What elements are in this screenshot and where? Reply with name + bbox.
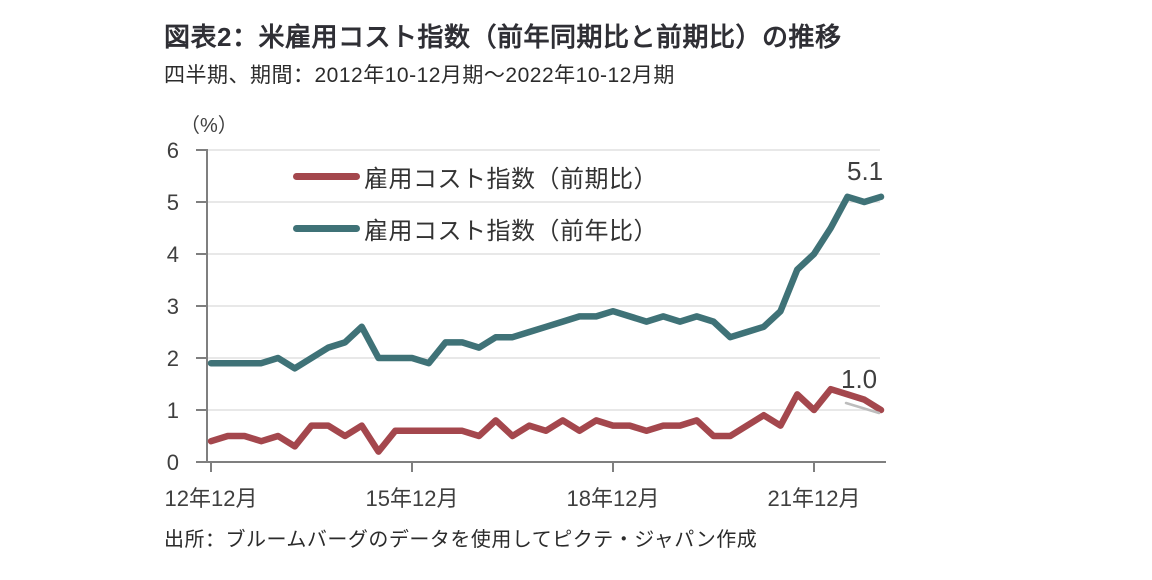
chart-subtitle: 四半期、期間：2012年10-12月期～2022年10-12月期 [164, 64, 675, 87]
x-tick-label: 12年12月 [165, 486, 258, 511]
legend-swatch-qoq-icon [293, 172, 360, 180]
y-tick-label: 0 [167, 450, 179, 475]
y-tick-label: 5 [167, 190, 179, 215]
y-tick-label: 1 [167, 398, 179, 423]
chart-title: 図表2：米雇用コスト指数（前年同期比と前期比）の推移 [164, 22, 842, 52]
data-label-yoy-last: 5.1 [847, 156, 884, 186]
source-note: 出所：ブルームバーグのデータを使用してピクテ・ジャパン作成 [164, 529, 758, 551]
data-label-qoq-last: 1.0 [841, 364, 878, 394]
legend-item-yoy: 雇用コスト指数（前年比） [293, 214, 658, 245]
x-tick-label: 15年12月 [366, 486, 459, 511]
legend-label-yoy: 雇用コスト指数（前年比） [364, 217, 658, 245]
legend-label-qoq: 雇用コスト指数（前期比） [364, 165, 658, 193]
x-tick-label: 21年12月 [768, 486, 861, 511]
y-tick-label: 4 [167, 242, 179, 267]
pointer-artifact [844, 401, 881, 415]
series-line-qoq [207, 385, 885, 455]
y-axis-unit-label: （%） [180, 115, 238, 137]
series-line-yoy [207, 193, 885, 372]
legend-item-qoq: 雇用コスト指数（前期比） [293, 162, 658, 193]
y-tick-label: 2 [167, 346, 179, 371]
y-tick-label: 3 [167, 294, 179, 319]
y-tick-label: 6 [167, 138, 179, 163]
x-tick-label: 18年12月 [567, 486, 660, 511]
legend-swatch-yoy-icon [293, 224, 360, 232]
